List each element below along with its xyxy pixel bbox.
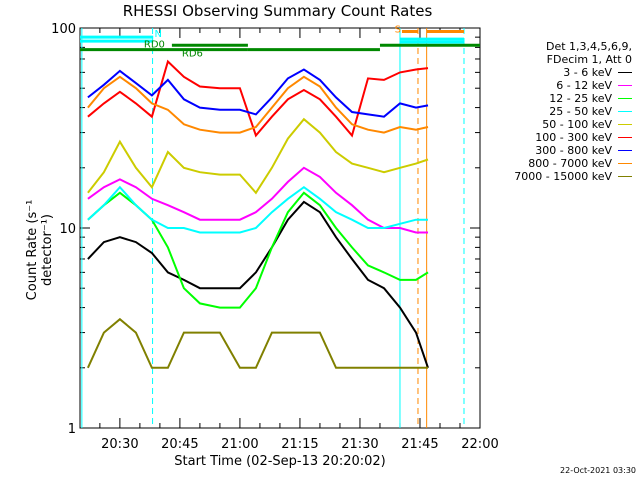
legend-swatch <box>618 150 632 151</box>
legend-entry-label: 25 - 50 keV <box>549 105 612 118</box>
legend-entry: 100 - 300 keV <box>480 131 632 144</box>
legend-swatch <box>618 163 632 164</box>
legend-header-line-2: FDecim 1, Att 0 <box>546 53 632 66</box>
annotation-label: S <box>395 24 401 35</box>
legend-swatch <box>618 176 632 177</box>
series-line <box>87 117 429 195</box>
plot-axes <box>79 27 481 429</box>
x-tick-label: 21:45 <box>401 437 438 452</box>
footer-timestamp: 22-Oct-2021 03:30 <box>560 466 636 475</box>
y-tick-label: 100 <box>51 22 76 37</box>
legend-entry: 50 - 100 keV <box>480 118 632 131</box>
legend-entry: 300 - 800 keV <box>480 144 632 157</box>
legend-entry-label: 3 - 6 keV <box>563 66 612 79</box>
annotation-label: RD6 <box>182 49 203 60</box>
legend-entry-label: 6 - 12 keV <box>556 79 612 92</box>
legend-entry-label: 100 - 300 keV <box>535 131 612 144</box>
series-line <box>87 166 428 234</box>
series-lines <box>86 59 429 369</box>
chart-title: RHESSI Observing Summary Count Rates <box>122 2 433 20</box>
legend-swatch <box>618 124 632 125</box>
legend-entry: 3 - 6 keV <box>480 66 632 79</box>
legend-entries: 3 - 6 keV 6 - 12 keV 12 - 25 keV 25 - 50 ke… <box>480 66 632 183</box>
x-tick-label: 22:00 <box>461 437 498 452</box>
y-tick-label: 1 <box>68 422 76 437</box>
legend-entry: 25 - 50 keV <box>480 105 632 118</box>
legend-swatch <box>618 98 632 99</box>
series-line <box>87 68 429 118</box>
y-axis-label: Count Rate (s⁻¹ detector⁻¹) <box>25 199 55 301</box>
x-tick-label: 20:30 <box>101 437 138 452</box>
legend-entry-label: 50 - 100 keV <box>542 118 612 131</box>
legend-entry-label: 300 - 800 keV <box>535 144 612 157</box>
x-tick-label: 21:00 <box>221 437 258 452</box>
legend-entry: 800 - 7000 keV <box>480 157 632 170</box>
legend-entry: 6 - 12 keV <box>480 79 632 92</box>
legend: Det 1,3,4,5,6,9, FDecim 1, Att 0 3 - 6 k… <box>480 40 632 183</box>
legend-swatch <box>618 111 632 112</box>
legend-entry-label: 7000 - 15000 keV <box>514 170 612 183</box>
series-line <box>87 185 428 234</box>
legend-header-line-1: Det 1,3,4,5,6,9, <box>545 40 632 53</box>
legend-entry-label: 12 - 25 keV <box>549 92 612 105</box>
legend-entry-label: 800 - 7000 keV <box>528 157 612 170</box>
vertical-markers <box>81 28 465 428</box>
annotation-label: RD0 <box>144 39 165 50</box>
y-tick-label: 10 <box>59 222 76 237</box>
series-line <box>87 75 429 134</box>
x-axis-label: Start Time (02-Sep-13 20:20:02) <box>174 454 386 469</box>
x-tick-label: 20:45 <box>161 437 198 452</box>
tick-labels: 20:30 20:45 21:00 21:15 21:30 21:45 22:00 1 10 10… <box>51 22 499 452</box>
legend-swatch <box>618 85 632 86</box>
series-line <box>86 317 428 369</box>
series-line <box>87 200 429 369</box>
flag-bars <box>80 30 480 52</box>
legend-swatch <box>618 137 632 138</box>
annotation-label: N <box>155 29 162 40</box>
x-tick-label: 21:30 <box>341 437 378 452</box>
legend-swatch <box>618 72 632 73</box>
legend-entry: 7000 - 15000 keV <box>480 170 632 183</box>
x-tick-label: 21:15 <box>281 437 318 452</box>
legend-entry: 12 - 25 keV <box>480 92 632 105</box>
series-line <box>87 59 429 138</box>
